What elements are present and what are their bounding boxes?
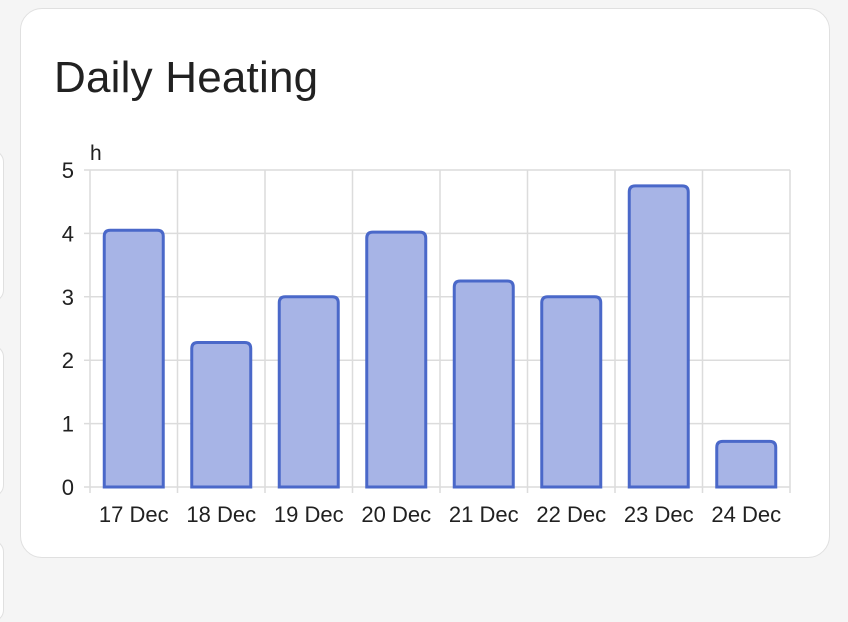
bar-18-dec[interactable] — [190, 340, 253, 489]
x-tick-label: 18 Dec — [186, 502, 256, 527]
bar-21-dec[interactable] — [452, 279, 515, 489]
x-tick-label: 19 Dec — [274, 502, 344, 527]
bar-23-dec[interactable] — [627, 184, 690, 489]
y-tick-label: 0 — [62, 475, 74, 500]
bar-chart: 0 1 2 3 4 5 17 Dec 18 Dec 19 Dec 20 Dec 21 Dec 22 D… — [62, 142, 791, 527]
bar-19-dec[interactable] — [277, 295, 340, 489]
y-tick-label: 1 — [62, 412, 74, 437]
y-tick-label: 5 — [62, 158, 74, 183]
x-tick-label: 21 Dec — [449, 502, 519, 527]
y-tick-label: 2 — [62, 348, 74, 373]
bars-layer — [102, 184, 778, 489]
bar-20-dec[interactable] — [365, 230, 428, 489]
x-tick-label: 17 Dec — [99, 502, 169, 527]
x-tick-label: 23 Dec — [624, 502, 694, 527]
y-tick-label: 3 — [62, 285, 74, 310]
y-tick-label: 4 — [62, 221, 74, 246]
bar-17-dec[interactable] — [102, 228, 165, 489]
bar-24-dec[interactable] — [715, 439, 778, 489]
bar-22-dec[interactable] — [540, 295, 603, 489]
x-tick-label: 24 Dec — [711, 502, 781, 527]
y-axis-unit-label: h — [90, 142, 102, 165]
axis-layer: 0 1 2 3 4 5 17 Dec 18 Dec 19 Dec 20 Dec 21 Dec 22 D… — [62, 158, 781, 527]
card-title: Daily Heating — [54, 53, 319, 102]
x-tick-label: 20 Dec — [361, 502, 431, 527]
x-tick-label: 22 Dec — [536, 502, 606, 527]
